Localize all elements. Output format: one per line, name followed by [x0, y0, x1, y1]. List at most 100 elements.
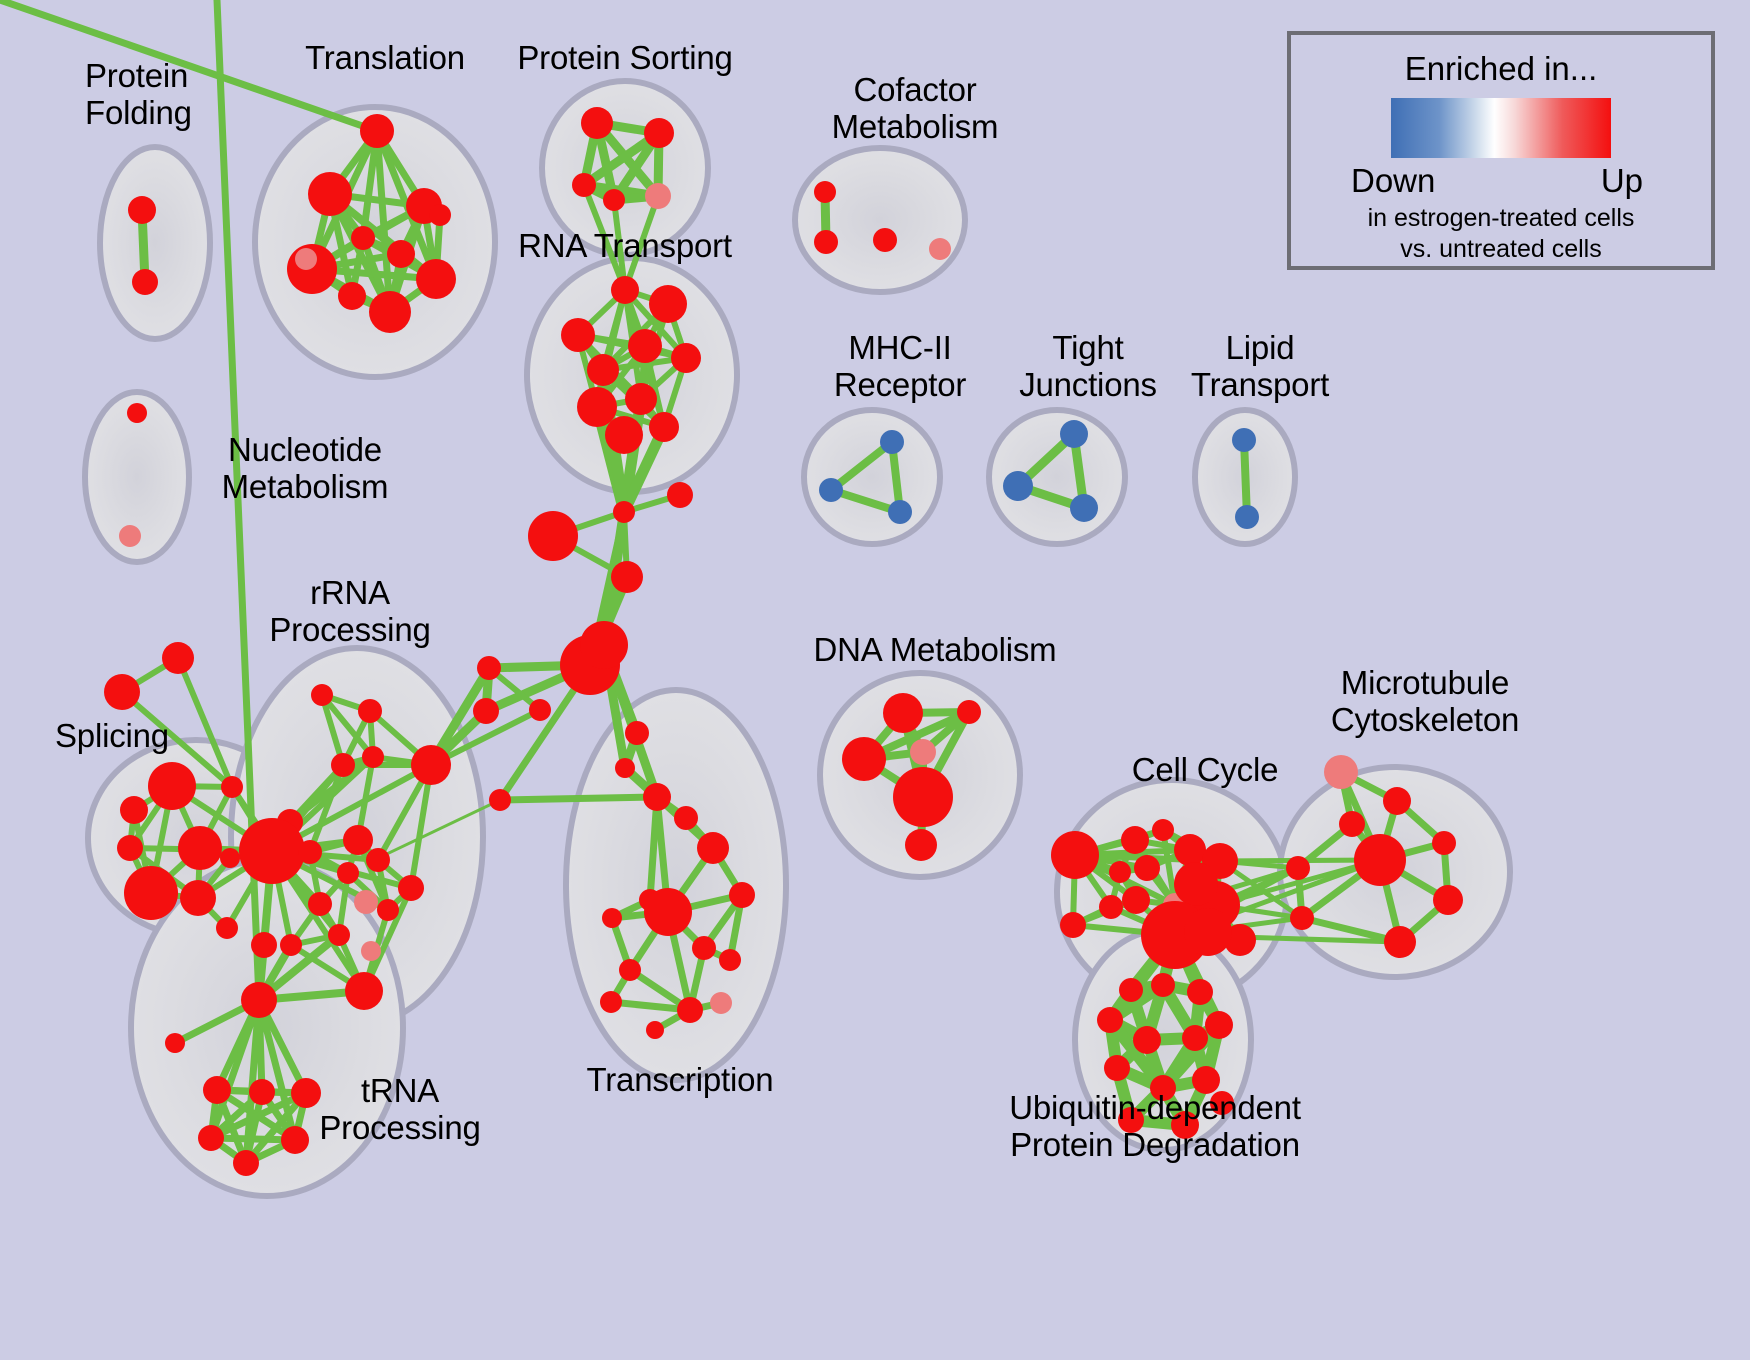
node [1286, 856, 1310, 880]
cluster-label-rrna-processing: rRNA Processing [269, 574, 431, 648]
node [233, 1150, 259, 1176]
node [1151, 973, 1175, 997]
node [280, 934, 302, 956]
legend-caption-line-2: vs. untreated cells [1400, 234, 1602, 263]
cluster-label-transcription: Transcription [586, 1061, 774, 1098]
cluster-label-dna-metabolism: DNA Metabolism [813, 631, 1057, 668]
node [619, 959, 641, 981]
network-nodes [104, 107, 1463, 1176]
node [124, 866, 178, 920]
node [331, 753, 355, 777]
legend-low-label: Down [1351, 162, 1436, 199]
node [1118, 1107, 1144, 1133]
cluster-label-ubiquitin-degradation: Ubiquitin-dependent Protein Degradation [1009, 1089, 1301, 1163]
node [1210, 1091, 1234, 1115]
node [873, 228, 897, 252]
node [119, 525, 141, 547]
node [602, 908, 622, 928]
node [241, 982, 277, 1018]
node [298, 840, 322, 864]
node [649, 412, 679, 442]
node [429, 204, 451, 226]
node [1187, 979, 1213, 1005]
node [1150, 1075, 1176, 1101]
node [360, 114, 394, 148]
node [1384, 926, 1416, 958]
node [120, 796, 148, 824]
node [198, 1125, 224, 1151]
node [577, 387, 617, 427]
node [910, 739, 936, 765]
cluster-label-rna-transport: RNA Transport [518, 227, 732, 264]
cluster-label-cofactor-metabolism: Cofactor Metabolism [831, 71, 999, 145]
node [328, 924, 350, 946]
node [587, 354, 619, 386]
node [674, 806, 698, 830]
node [600, 991, 622, 1013]
node [1060, 420, 1088, 448]
node [1184, 908, 1232, 956]
node [343, 825, 373, 855]
node [127, 403, 147, 423]
cluster-label-protein-sorting: Protein Sorting [517, 39, 733, 76]
legend-color-gradient [1391, 98, 1611, 158]
node [1060, 912, 1086, 938]
node [1235, 505, 1259, 529]
node [646, 1021, 664, 1039]
node [291, 1078, 321, 1108]
node [220, 848, 240, 868]
node [1290, 906, 1314, 930]
node [905, 829, 937, 861]
node [178, 826, 222, 870]
node [203, 1076, 231, 1104]
node [929, 238, 951, 260]
cluster-label-nucleotide-metabolism: Nucleotide Metabolism [221, 431, 389, 505]
node [148, 762, 196, 810]
cluster-ellipse-protein-folding [97, 144, 213, 342]
node [1174, 834, 1206, 866]
cluster-ellipse-cofactor [792, 145, 968, 295]
node [1134, 855, 1160, 881]
node [411, 745, 451, 785]
node [957, 700, 981, 724]
node [645, 183, 671, 209]
node [1182, 1025, 1208, 1051]
node [162, 642, 194, 674]
node [362, 746, 384, 768]
node [671, 343, 701, 373]
node [649, 285, 687, 323]
cluster-ellipse-mhc2 [801, 407, 943, 547]
node [605, 416, 643, 454]
node [880, 430, 904, 454]
node [625, 383, 657, 415]
node [613, 501, 635, 523]
node [643, 783, 671, 811]
node [1433, 885, 1463, 915]
node [561, 318, 595, 352]
node [1070, 494, 1098, 522]
node [311, 684, 333, 706]
node [128, 196, 156, 224]
node [580, 621, 628, 669]
node [281, 1126, 309, 1154]
cluster-label-cell-cycle: Cell Cycle [1131, 751, 1279, 788]
node [814, 230, 838, 254]
node [117, 835, 143, 861]
node [529, 699, 551, 721]
node [615, 758, 635, 778]
node [295, 248, 317, 270]
node [603, 189, 625, 211]
node [337, 862, 359, 884]
node [354, 890, 378, 914]
node [477, 656, 501, 680]
node [1324, 755, 1358, 789]
legend-caption-line-1: in estrogen-treated cells [1367, 204, 1635, 232]
node [1104, 1055, 1130, 1081]
node [644, 118, 674, 148]
node [719, 949, 741, 971]
node [361, 941, 381, 961]
node [308, 892, 332, 916]
node [581, 107, 613, 139]
node [729, 882, 755, 908]
